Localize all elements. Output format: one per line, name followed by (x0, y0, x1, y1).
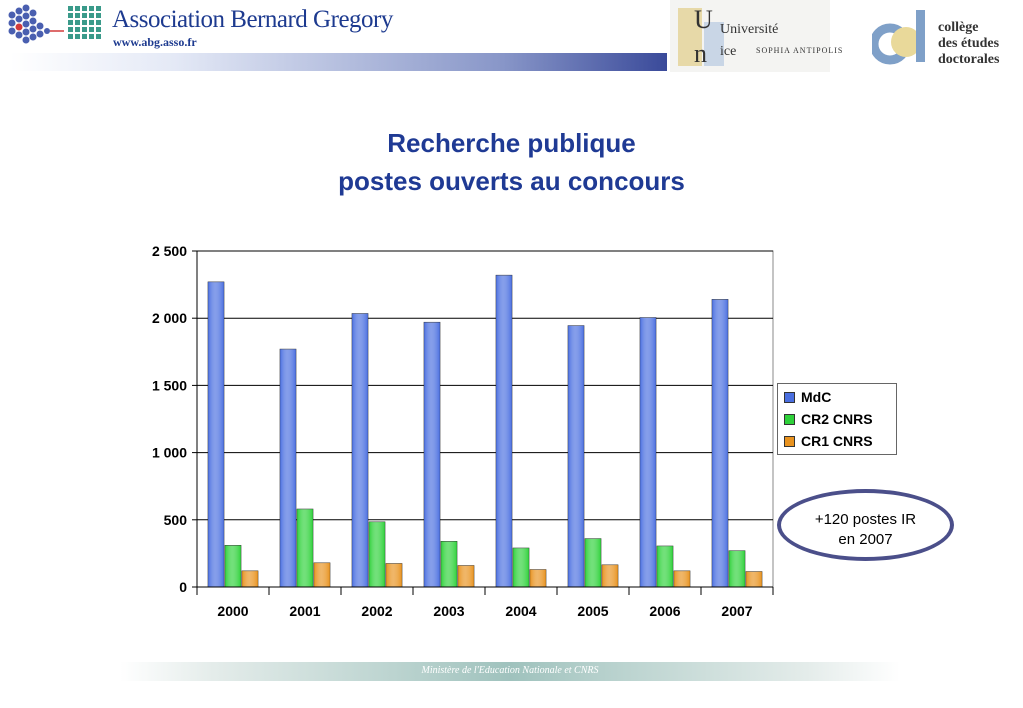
x-tick-label-2005: 2005 (577, 603, 608, 619)
abg-url-link[interactable]: www.abg.asso.fr (113, 35, 197, 49)
bar-mdc-2000-shading (208, 281, 224, 587)
unice-subtitle: SOPHIA ANTIPOLIS (756, 46, 844, 55)
svg-text:U: U (694, 5, 713, 34)
x-tick-label-2000: 2000 (217, 603, 248, 619)
annotation-ellipse: +120 postes IR en 2007 (777, 489, 954, 561)
ced-line2: des études (938, 36, 1000, 51)
legend-item-mdc: MdC (784, 387, 831, 407)
y-tick-label: 0 (179, 579, 187, 595)
bars (207, 274, 763, 588)
x-tick-label-2006: 2006 (649, 603, 680, 619)
annotation-line2: en 2007 (838, 531, 893, 548)
svg-text:n: n (694, 39, 707, 68)
legend-label-mdc: MdC (801, 389, 832, 405)
y-tick-label: 2 000 (152, 310, 187, 326)
chart-title-line2: postes ouverts au concours (338, 166, 685, 196)
legend-item-cr2: CR2 CNRS (784, 409, 873, 429)
x-tick-label-2007: 2007 (721, 603, 752, 619)
bar-cr1-cnrs-2002-shading (386, 563, 402, 587)
x-tick-label-2002: 2002 (361, 603, 392, 619)
chart-title-line1: Recherche publique (387, 128, 636, 158)
legend-item-cr1: CR1 CNRS (784, 431, 873, 451)
y-tick-label: 2 500 (152, 243, 187, 259)
bar-cr2-cnrs-2004-shading (513, 548, 529, 587)
abg-grid-icon (68, 6, 101, 39)
legend-swatch-cr2 (784, 413, 795, 425)
bar-mdc-2007-shading (712, 299, 728, 587)
header-gradient-bar (10, 53, 667, 71)
bar-cr2-cnrs-2000-shading (225, 545, 241, 587)
bar-mdc-2005-shading (568, 325, 584, 587)
chart-legend: MdC CR2 CNRS CR1 CNRS (777, 383, 897, 455)
annotation-line1: +120 postes IR (814, 511, 917, 528)
bar-mdc-2002-shading (352, 313, 368, 587)
bar-cr1-cnrs-2005-shading (602, 564, 618, 587)
bar-cr1-cnrs-2000-shading (242, 570, 258, 587)
y-tick-label: 1 000 (152, 445, 187, 461)
bar-cr1-cnrs-2003-shading (458, 565, 474, 587)
unice-line2: ice (720, 44, 737, 59)
unice-logo-icon: U n (670, 0, 830, 72)
bar-cr2-cnrs-2002-shading (369, 521, 385, 587)
legend-label-cr1: CR1 CNRS (801, 433, 873, 449)
footer-gradient-bar (120, 662, 900, 681)
y-tick-label: 500 (164, 512, 188, 528)
bar-mdc-2003-shading (424, 322, 440, 587)
bar-cr2-cnrs-2003-shading (441, 541, 457, 587)
legend-swatch-mdc (784, 391, 795, 403)
ced-logo-icon (872, 10, 925, 65)
abg-logo-icon (8, 4, 101, 44)
bar-cr1-cnrs-2006-shading (674, 570, 690, 587)
abg-name: Association Bernard Gregory (112, 6, 393, 33)
x-tick-label-2004: 2004 (505, 603, 536, 619)
axes: 0 500 1 000 1 500 2 000 2 500 2000 2001 2002 2003… (152, 243, 774, 619)
bar-mdc-2004-shading (496, 275, 512, 587)
legend-label-cr2: CR2 CNRS (801, 411, 873, 427)
bar-cr2-cnrs-2001-shading (297, 509, 313, 587)
footer-text: Ministère de l'Education Nationale et CN… (421, 665, 599, 676)
ced-line1: collège (938, 20, 979, 35)
bar-cr1-cnrs-2007-shading (746, 571, 762, 587)
bar-cr1-cnrs-2004-shading (530, 569, 546, 587)
bar-cr2-cnrs-2005-shading (585, 538, 601, 587)
x-tick-label-2001: 2001 (289, 603, 320, 619)
bar-cr2-cnrs-2006-shading (657, 546, 673, 587)
unice-line1: Université (720, 22, 779, 37)
ced-line3: doctorales (938, 52, 1000, 67)
bar-cr2-cnrs-2007-shading (729, 550, 745, 587)
legend-swatch-cr1 (784, 435, 795, 447)
bar-mdc-2006-shading (640, 317, 656, 587)
bar-cr1-cnrs-2001-shading (314, 562, 330, 587)
abg-molecule-icon (8, 4, 50, 44)
x-tick-label-2003: 2003 (433, 603, 464, 619)
bar-mdc-2001-shading (280, 349, 296, 587)
y-tick-label: 1 500 (152, 377, 187, 393)
